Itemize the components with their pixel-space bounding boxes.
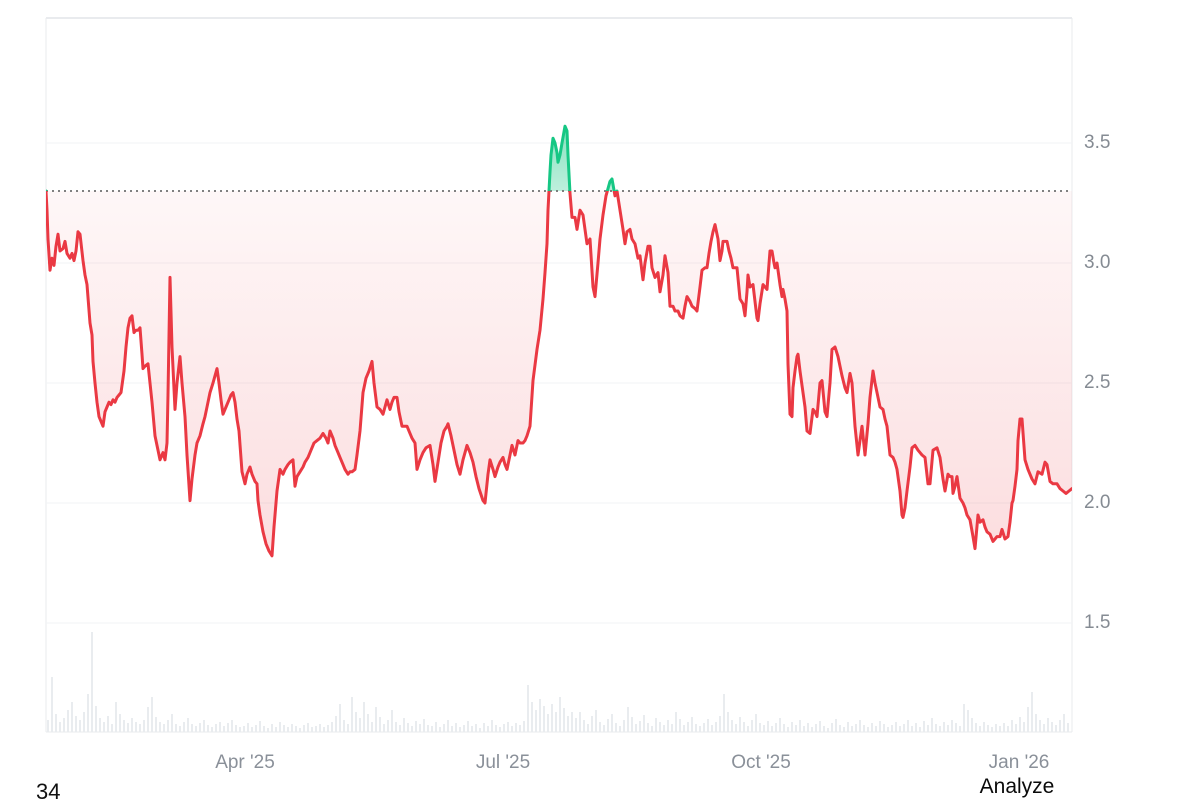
performance-area-fill (46, 126, 1072, 556)
x-tick-label: Apr '25 (215, 752, 275, 773)
x-tick-label: Oct '25 (731, 752, 791, 773)
volume-bars (47, 632, 1069, 732)
x-tick-label: Jul '25 (475, 752, 531, 773)
y-tick-label: 2.5 (1084, 372, 1111, 393)
x-tick-label: Jan '26 (988, 752, 1050, 773)
y-tick-label: 2.0 (1084, 492, 1111, 513)
y-tick-label: 3.5 (1084, 132, 1111, 153)
price-line (46, 124, 1072, 558)
footer-left-text: 34 (36, 779, 61, 800)
y-tick-label: 1.5 (1084, 612, 1111, 633)
analyze-button[interactable]: Analyze (979, 775, 1055, 798)
y-tick-label: 3.0 (1084, 252, 1111, 273)
